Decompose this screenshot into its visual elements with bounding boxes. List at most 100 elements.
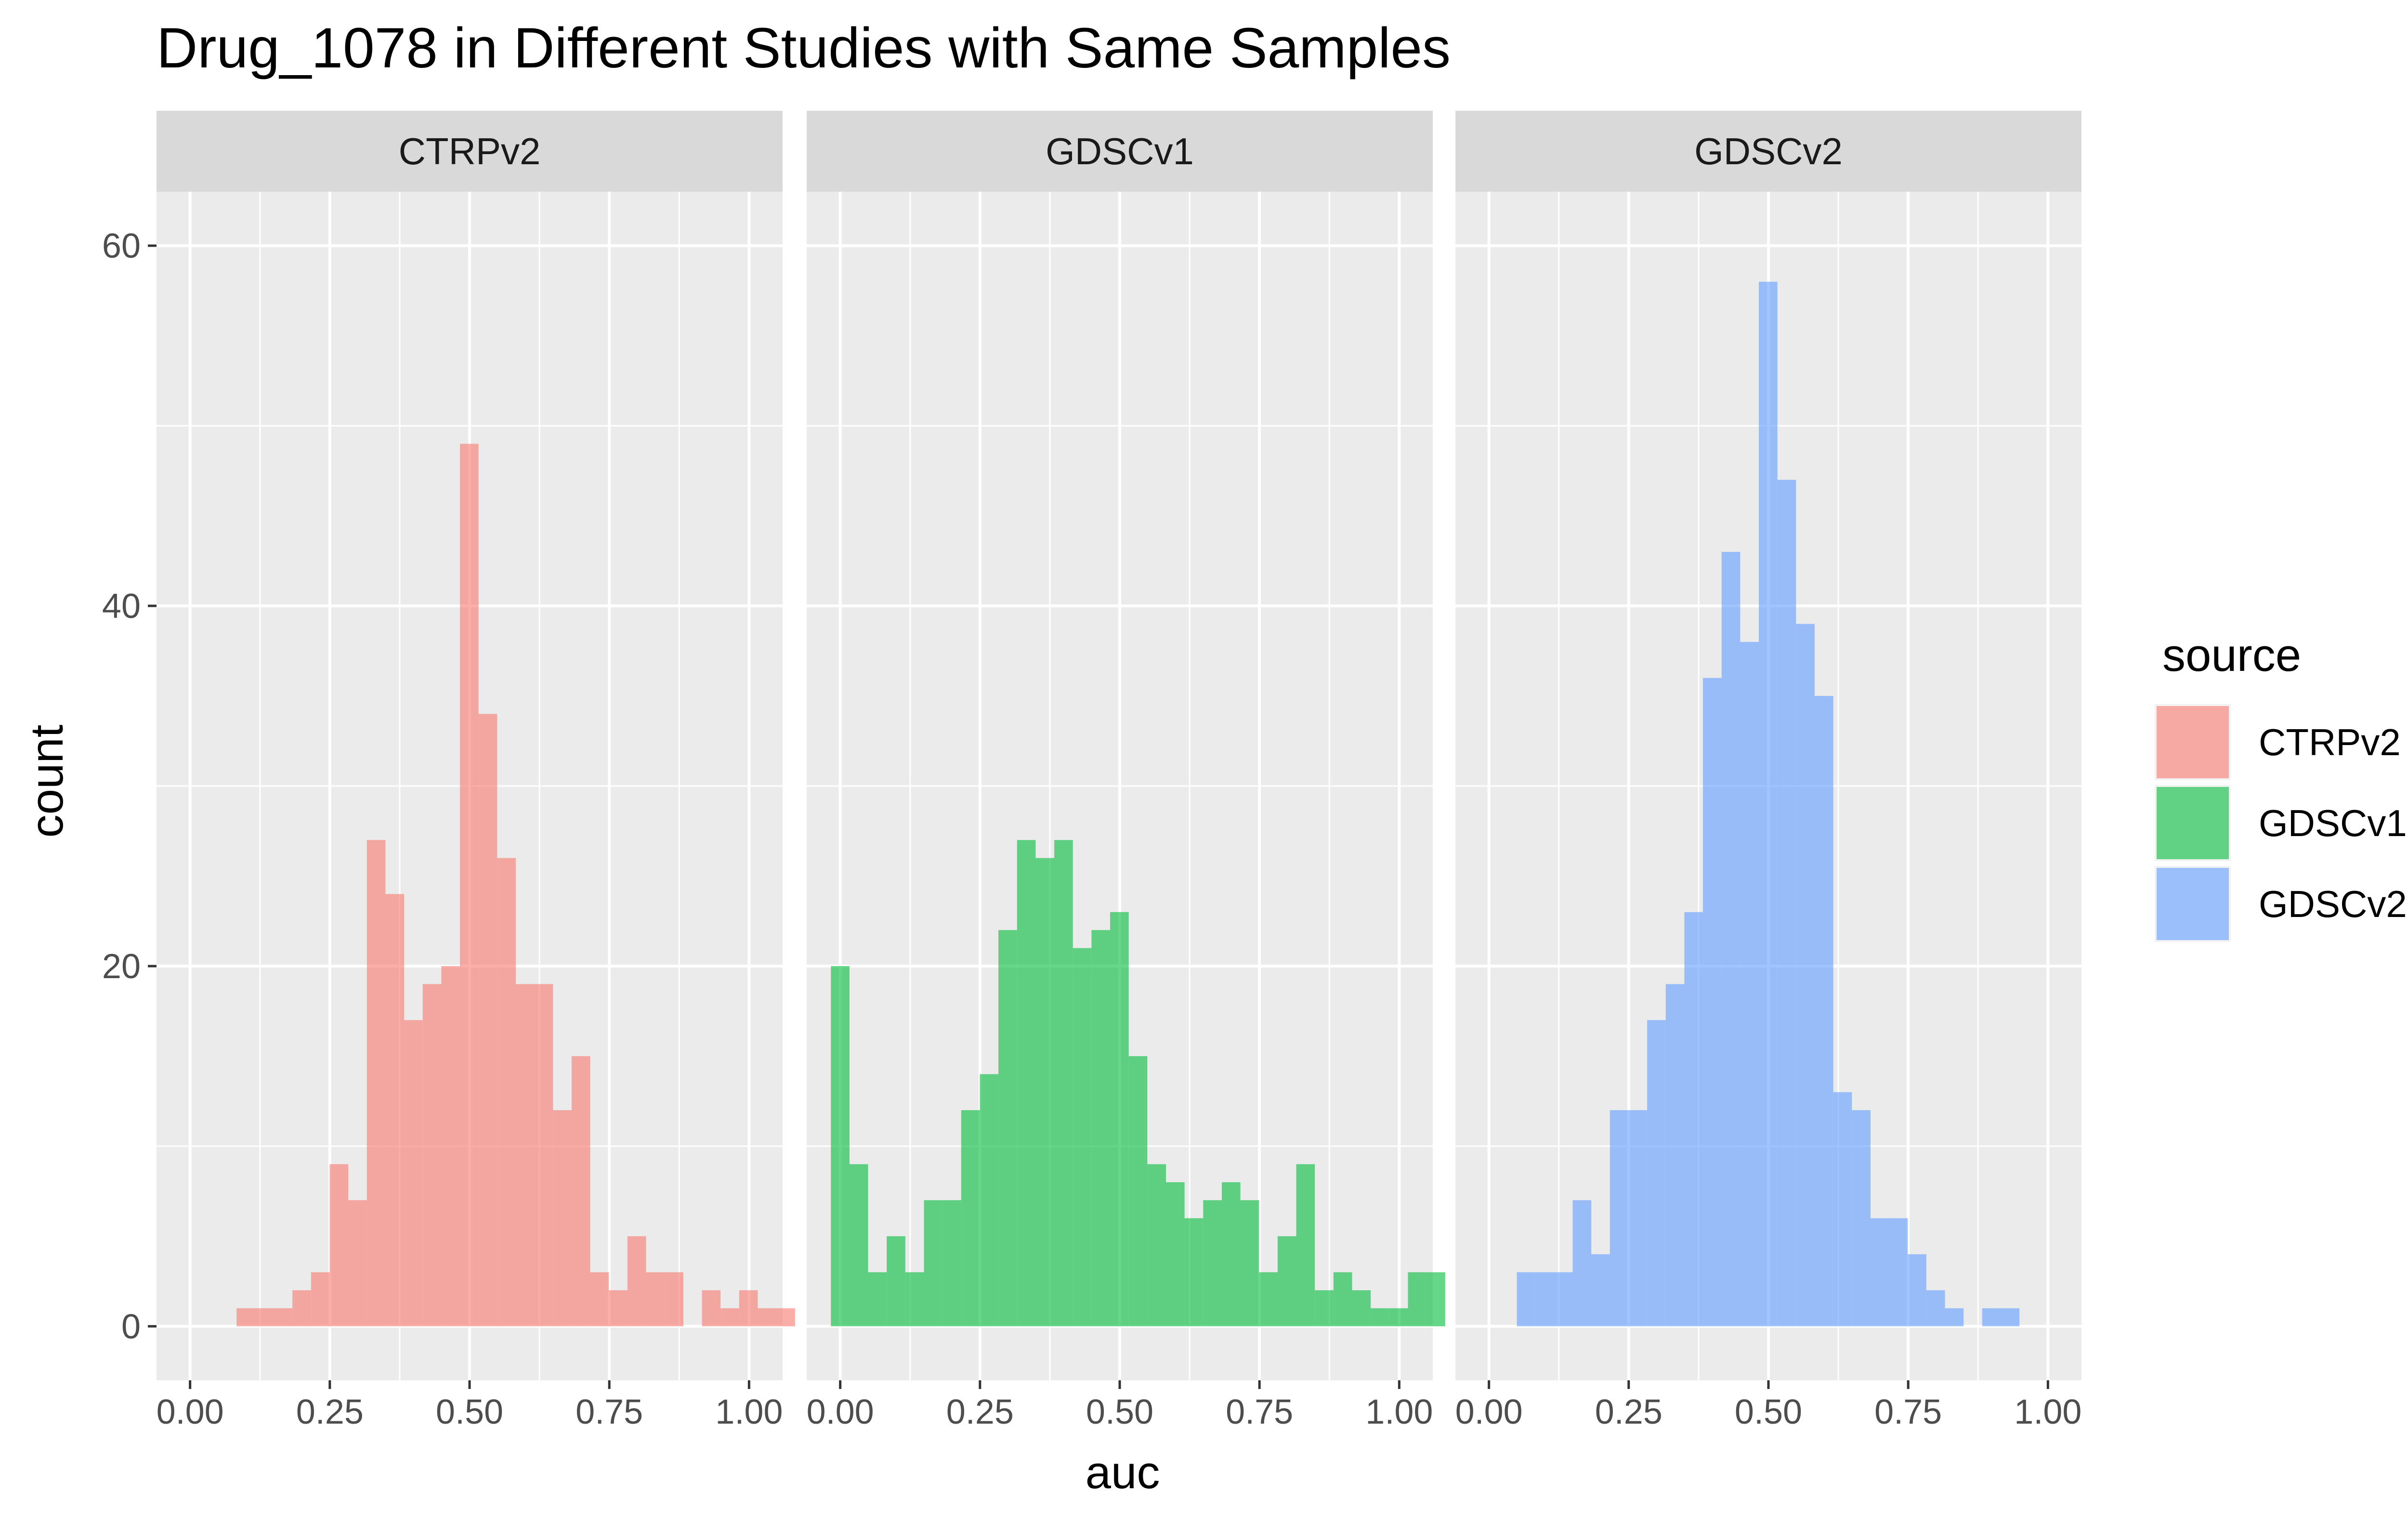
histogram-bar [1035, 858, 1055, 1326]
histogram-bar [1740, 642, 1759, 1326]
x-tick-label: 0.50 [436, 1393, 503, 1431]
histogram-bar [590, 1272, 609, 1326]
chart-title: Drug_1078 in Different Studies with Same… [157, 16, 1451, 80]
facet-panel-ctrpv2: CTRPv2 0.00 0.25 0.50 0.75 1.00 [157, 111, 795, 1431]
legend-label: CTRPv2 [2259, 721, 2401, 763]
histogram-bar [385, 894, 405, 1326]
histogram-bar [1796, 624, 1815, 1326]
histogram-bar [831, 966, 850, 1326]
x-tick-label: 0.00 [1455, 1393, 1523, 1431]
facet-strip-label: GDSCv2 [1694, 130, 1843, 172]
histogram-bar [1054, 840, 1073, 1326]
histogram-bar [998, 930, 1017, 1326]
histogram-bar [609, 1290, 628, 1326]
x-tick-label: 1.00 [715, 1393, 783, 1431]
histogram-bar [236, 1308, 255, 1326]
histogram-bar [1110, 912, 1129, 1326]
histogram-bar [515, 984, 535, 1326]
x-tick-label: 0.50 [1735, 1393, 1802, 1431]
histogram-bar [478, 714, 497, 1326]
histogram-bar [404, 1020, 423, 1326]
x-tick-label: 0.25 [1595, 1393, 1662, 1431]
y-axis: 0 20 40 60 [102, 227, 157, 1346]
histogram-bar [1389, 1308, 1408, 1326]
histogram-bar [534, 984, 553, 1326]
histogram-bar [1572, 1200, 1592, 1326]
x-tick-label: 0.75 [1226, 1393, 1293, 1431]
histogram-bar [1591, 1254, 1610, 1326]
histogram-bar [329, 1164, 349, 1326]
histogram-bar [422, 984, 442, 1326]
x-tick-label: 0.25 [946, 1393, 1014, 1431]
histogram-bar [1073, 948, 1092, 1326]
histogram-bar [1647, 1020, 1666, 1326]
histogram-bar [1926, 1290, 1945, 1326]
histogram-bar [1352, 1290, 1371, 1326]
histogram-bar [849, 1164, 868, 1326]
x-axis-title: auc [1086, 1447, 1160, 1498]
histogram-bar [1721, 551, 1741, 1326]
histogram-bar [758, 1308, 777, 1326]
histogram-bar [1426, 1272, 1445, 1326]
histogram-bar [1852, 1110, 1871, 1326]
histogram-bar [1277, 1236, 1296, 1326]
histogram-bar [905, 1272, 924, 1326]
histogram-bar [1684, 912, 1703, 1326]
facet-strip-label: CTRPv2 [399, 130, 541, 172]
y-axis-title: count [21, 725, 73, 838]
x-tick-label: 0.75 [1874, 1393, 1942, 1431]
histogram-bar [1889, 1218, 1908, 1326]
histogram-bar [1259, 1272, 1278, 1326]
histogram-bar [1814, 696, 1833, 1326]
histogram-bar [1408, 1272, 1427, 1326]
histogram-bar [1665, 984, 1685, 1326]
facet-panels: CTRPv2 0.00 0.25 0.50 0.75 1.00 GDSCv1 0.00 0.25… [102, 111, 2081, 1431]
legend-swatch [2157, 706, 2229, 778]
legend-title: source [2162, 629, 2301, 681]
histogram-bar [1759, 281, 1778, 1326]
histogram-bar [1535, 1272, 1554, 1326]
histogram-bar [1777, 480, 1796, 1326]
legend-label: GDSCv1 [2259, 802, 2407, 844]
histogram-bar [776, 1308, 795, 1326]
x-tick-label: 0.75 [576, 1393, 643, 1431]
histogram-bar [665, 1272, 683, 1326]
histogram-bar [887, 1236, 905, 1326]
histogram-bar [1147, 1164, 1166, 1326]
histogram-bar [1982, 1308, 2001, 1326]
histogram-bar [1333, 1272, 1352, 1326]
histogram-bar [1296, 1164, 1315, 1326]
histogram-bar [255, 1308, 274, 1326]
histogram-bar [1870, 1218, 1889, 1326]
histogram-bar [1091, 930, 1111, 1326]
legend: source CTRPv2 GDSCv1 GDSCv2 [2155, 629, 2407, 942]
histogram-bar [571, 1056, 590, 1326]
y-tick-label: 0 [121, 1308, 141, 1346]
histogram-bar [1221, 1182, 1241, 1326]
x-tick-label: 1.00 [2014, 1393, 2081, 1431]
facet-strip [1455, 111, 2081, 192]
histogram-bar [1833, 1092, 1852, 1326]
histogram-bar [1517, 1272, 1536, 1326]
facet-strip-label: GDSCv1 [1046, 130, 1194, 172]
histogram-bar [1165, 1182, 1185, 1326]
histogram-bar [1908, 1254, 1926, 1326]
y-tick-label: 20 [102, 947, 141, 986]
histogram-bar [1703, 678, 1722, 1326]
histogram-bar [627, 1236, 646, 1326]
x-tick-label: 0.25 [296, 1393, 364, 1431]
x-tick-label: 1.00 [1365, 1393, 1433, 1431]
histogram-bar [497, 858, 516, 1326]
histogram-bar [311, 1272, 330, 1326]
histogram-bar [868, 1272, 887, 1326]
histogram-bar [274, 1308, 293, 1326]
facet-strip [807, 111, 1433, 192]
histogram-bar [1554, 1272, 1573, 1326]
histogram-bar [646, 1272, 665, 1326]
facet-strip [157, 111, 783, 192]
histogram-bar [1315, 1290, 1334, 1326]
histogram-bar [1610, 1110, 1629, 1326]
x-tick-label: 0.50 [1086, 1393, 1153, 1431]
histogram-bar [1203, 1200, 1222, 1326]
